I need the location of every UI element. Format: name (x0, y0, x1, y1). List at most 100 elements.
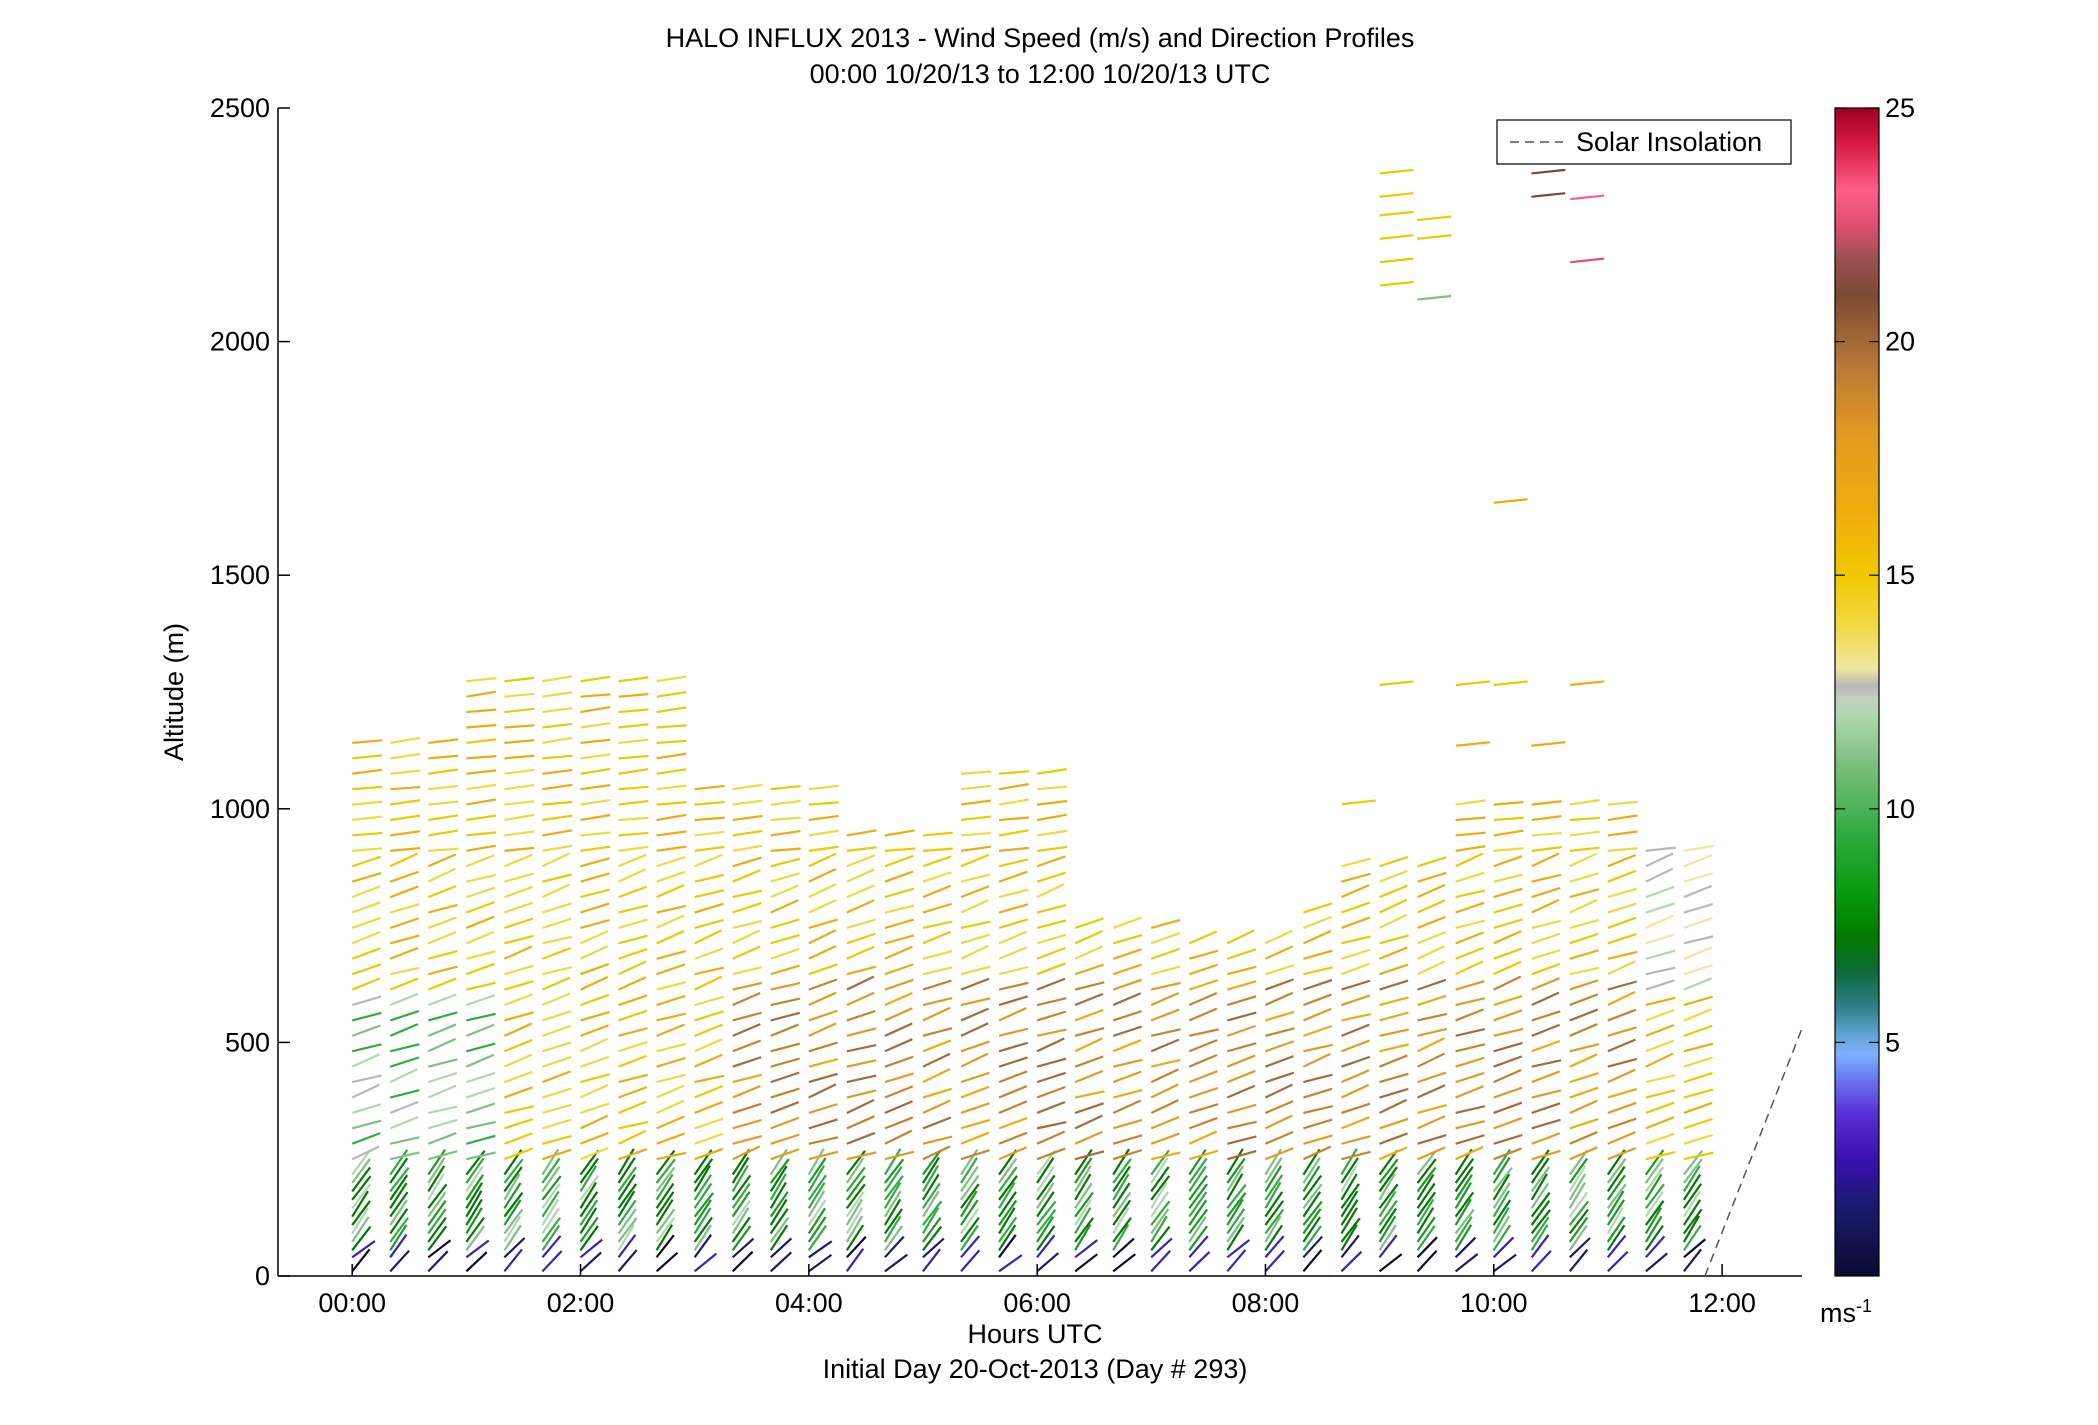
wind-barb (1531, 1089, 1562, 1099)
wind-barb (427, 1157, 446, 1184)
wind-barb (1379, 979, 1409, 991)
wind-barb (580, 1011, 610, 1022)
wind-barb (428, 903, 458, 914)
wind-barb (1455, 831, 1486, 837)
wind-barb (1264, 1181, 1282, 1209)
wind-barb (618, 1121, 649, 1130)
wind-barb (656, 1012, 687, 1022)
wind-barb (580, 1114, 609, 1130)
wind-barb (504, 1132, 533, 1145)
wind-barb (960, 899, 989, 914)
wind-barb (465, 854, 495, 868)
wind-barb (1226, 1198, 1244, 1226)
wind-barb (1379, 1028, 1410, 1037)
wind-barb (427, 1225, 448, 1251)
wind-barb (579, 1158, 599, 1184)
wind-barb (770, 918, 800, 929)
x-tick-label: 12:00 (1688, 1288, 1756, 1318)
wind-barb (808, 963, 838, 976)
wind-barb (1340, 1157, 1359, 1184)
wind-barb (1036, 1057, 1067, 1068)
wind-barb (1493, 1009, 1523, 1022)
wind-barb (1645, 1151, 1676, 1161)
wind-barb (1302, 1174, 1322, 1201)
wind-barb (541, 1157, 561, 1184)
wind-barbs (351, 168, 1714, 1273)
wind-barb (998, 816, 1030, 822)
wind-barb (656, 845, 687, 852)
wind-barb (1492, 1173, 1511, 1201)
x-tick-label: 04:00 (775, 1288, 843, 1318)
wind-barb (731, 1199, 751, 1226)
wind-barb (998, 1085, 1028, 1099)
wind-barb (617, 1199, 637, 1226)
wind-barb (1074, 1165, 1092, 1193)
wind-barb (884, 1085, 914, 1099)
wind-barb (922, 1237, 945, 1259)
wind-barb (1302, 1007, 1332, 1022)
wind-barb (884, 870, 914, 883)
wind-barb (731, 1164, 749, 1192)
wind-barb (1378, 1149, 1399, 1176)
wind-barb (656, 1115, 685, 1130)
wind-barb (960, 965, 991, 976)
wind-barb (1683, 1208, 1703, 1235)
wind-barb (1492, 1166, 1513, 1193)
wind-barb (1607, 800, 1638, 806)
wind-barb (1417, 931, 1446, 945)
wind-barb (580, 799, 611, 806)
wind-barb (655, 1173, 674, 1201)
wind-barb (1150, 1116, 1180, 1130)
wind-barb (1264, 1130, 1294, 1145)
wind-barb (503, 1248, 523, 1273)
wind-barb (845, 1224, 865, 1251)
wind-barb (580, 962, 610, 976)
wind-barb (1417, 1146, 1446, 1161)
wind-barb (1226, 1165, 1245, 1193)
wind-barb (1036, 883, 1065, 899)
wind-barb (466, 981, 496, 991)
wind-barb (1074, 1157, 1093, 1184)
wind-barb (1265, 1027, 1295, 1037)
wind-barb (960, 784, 991, 791)
wind-barb (542, 1056, 572, 1068)
wind-barb (807, 1182, 826, 1209)
wind-barb (1188, 1174, 1208, 1201)
wind-barb (998, 1166, 1018, 1193)
wind-barb (504, 964, 534, 976)
wind-barb (656, 830, 687, 837)
wind-barb (1340, 1148, 1358, 1176)
wind-barb (1074, 1149, 1093, 1176)
wind-barb (656, 813, 687, 822)
wind-barb (579, 1207, 598, 1235)
wind-barb (580, 902, 610, 914)
wind-barb (1683, 884, 1713, 899)
wind-barb (427, 993, 457, 1007)
wind-barb (1188, 1165, 1207, 1193)
wind-barb (1379, 1132, 1409, 1145)
wind-barb (1074, 1253, 1098, 1273)
wind-barb (580, 845, 611, 852)
wind-barb (618, 1054, 647, 1068)
wind-barb (1264, 1224, 1283, 1251)
wind-barb (351, 855, 382, 868)
wind-barb (1454, 1236, 1477, 1259)
wind-barb (351, 977, 381, 991)
wind-barb (466, 1071, 496, 1084)
wind-barb (846, 1151, 877, 1161)
wind-barb (1607, 1026, 1637, 1037)
wind-barb (351, 1074, 382, 1084)
wind-barb (655, 1234, 675, 1258)
wind-barb (1036, 871, 1067, 883)
wind-barb (1112, 1039, 1142, 1053)
wind-barb (351, 1119, 382, 1130)
wind-barb (1036, 813, 1067, 822)
wind-barb (960, 1007, 990, 1022)
wind-barb (427, 1149, 446, 1176)
wind-barb (808, 1041, 838, 1053)
wind-barb (542, 935, 572, 945)
wind-barb (1644, 1215, 1663, 1243)
wind-barb (580, 993, 610, 1007)
wind-barb (1226, 1183, 1247, 1209)
wind-barb (352, 739, 383, 745)
